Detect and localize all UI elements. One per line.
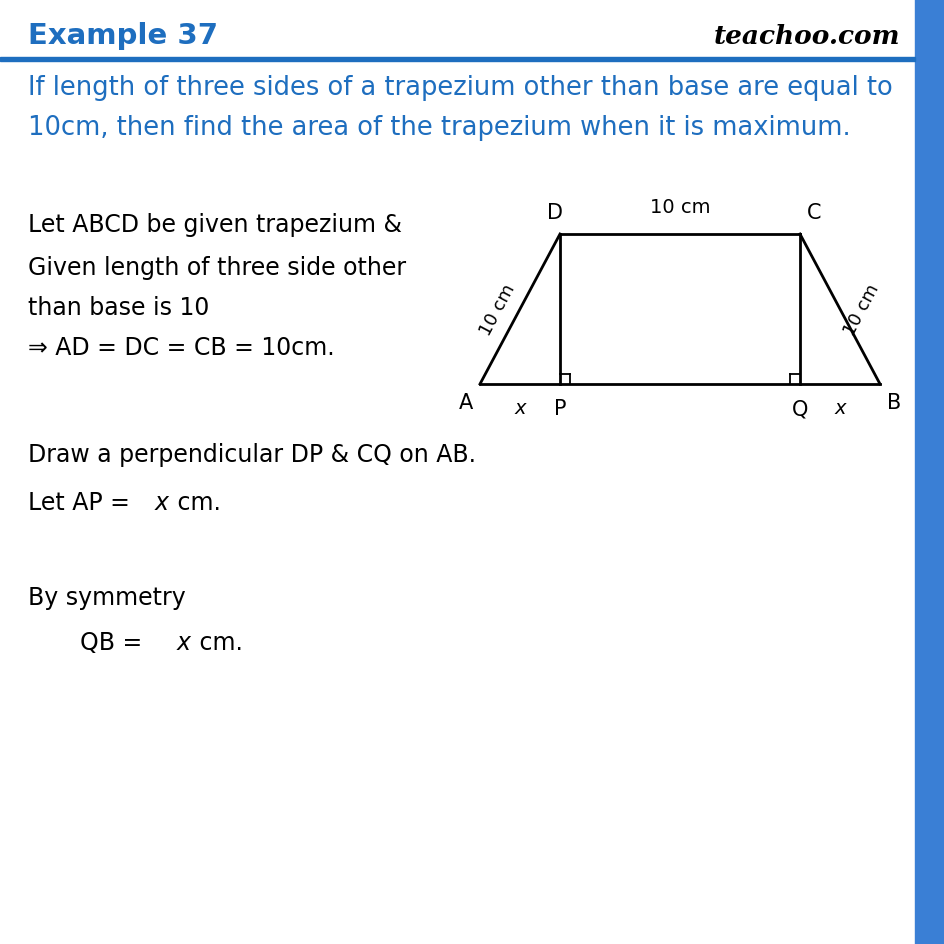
Text: D: D [547,203,563,223]
Text: teachoo.com: teachoo.com [713,24,899,48]
Text: x: x [177,631,191,654]
Text: Q: Q [791,398,807,418]
Text: x: x [834,398,845,417]
Text: x: x [155,491,169,514]
Text: cm.: cm. [192,631,243,654]
Bar [0,58,914,62]
Text: Example 37: Example 37 [28,22,218,50]
Text: C: C [806,203,820,223]
Text: QB =: QB = [80,631,149,654]
Text: By symmetry: By symmetry [28,585,186,610]
Bar [914,0,944,944]
Text: P: P [553,398,565,418]
Text: A: A [459,393,473,413]
Text: ⇒ AD = DC = CB = 10cm.: ⇒ AD = DC = CB = 10cm. [28,336,334,360]
Text: Draw a perpendicular DP & CQ on AB.: Draw a perpendicular DP & CQ on AB. [28,443,476,466]
Text: than base is 10: than base is 10 [28,295,210,320]
Text: B: B [885,393,901,413]
Text: 10 cm: 10 cm [477,281,518,339]
Text: 10 cm: 10 cm [840,281,882,339]
Text: x: x [514,398,525,417]
Text: Given length of three side other: Given length of three side other [28,256,406,279]
Text: Let AP =: Let AP = [28,491,137,514]
Text: cm.: cm. [170,491,221,514]
Text: If length of three sides of a trapezium other than base are equal to: If length of three sides of a trapezium … [28,75,892,101]
Text: Let ABCD be given trapezium &: Let ABCD be given trapezium & [28,212,401,237]
Text: 10cm, then find the area of the trapezium when it is maximum.: 10cm, then find the area of the trapeziu… [28,115,850,141]
Text: 10 cm: 10 cm [649,198,710,217]
